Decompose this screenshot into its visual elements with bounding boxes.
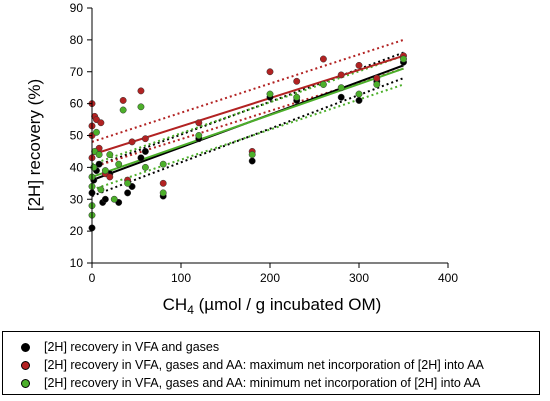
- data-point: [124, 189, 132, 197]
- x-tick-label: 400: [438, 271, 458, 285]
- data-point: [266, 90, 274, 98]
- data-point: [141, 135, 149, 143]
- data-point: [128, 138, 136, 146]
- confidence-band-line: [91, 77, 404, 197]
- data-point: [373, 74, 381, 82]
- regression-lines: [91, 54, 404, 182]
- legend-marker-green: [21, 378, 30, 388]
- data-point: [141, 147, 149, 155]
- x-tick-label: 200: [260, 271, 280, 285]
- data-points: [88, 52, 407, 232]
- data-point: [119, 96, 127, 104]
- data-point: [337, 71, 345, 79]
- chart-svg: 10 20 30 40 50 60 70 80 90 0 100 200 300 400 [2H] rec…: [25, 1, 459, 317]
- y-axis-label: [2H] recovery (%): [25, 79, 44, 211]
- legend-item-min-aa: [2H] recovery in VFA, gases and AA: mini…: [21, 374, 480, 392]
- legend-label-vfa-gases: [2H] recovery in VFA and gases: [44, 340, 220, 354]
- data-point: [195, 119, 203, 127]
- y-tick-label: 70: [70, 65, 84, 79]
- data-point: [248, 157, 256, 165]
- data-point: [141, 163, 149, 171]
- x-axis-label-rest: (µmol / g incubated OM): [194, 295, 381, 314]
- data-point: [137, 103, 145, 111]
- x-axis-label-main: CH: [163, 295, 188, 314]
- x-tick-label: 100: [171, 271, 191, 285]
- y-tick-label: 90: [70, 1, 84, 15]
- data-point: [293, 77, 301, 85]
- data-point: [337, 84, 345, 92]
- y-tick-label: 10: [70, 256, 84, 270]
- legend-item-vfa-gases: [2H] recovery in VFA and gases: [21, 338, 219, 356]
- legend-marker-red: [21, 360, 30, 370]
- y-tick-label: 20: [70, 224, 84, 238]
- data-point: [119, 106, 127, 114]
- x-tick-label: 300: [349, 271, 369, 285]
- data-point: [93, 128, 100, 136]
- data-point: [337, 93, 345, 101]
- data-point: [248, 151, 256, 159]
- data-point: [106, 151, 114, 159]
- data-point: [355, 61, 363, 69]
- data-point: [95, 151, 103, 159]
- legend-label-max-aa: [2H] recovery in VFA, gases and AA: maxi…: [44, 358, 484, 372]
- data-point: [137, 154, 145, 162]
- data-point: [293, 93, 301, 101]
- y-tick-label: 80: [70, 33, 84, 47]
- data-point: [115, 160, 123, 168]
- y-tick-label: 40: [70, 160, 84, 174]
- y-tick-label: 50: [70, 129, 84, 143]
- y-tick-label: 30: [70, 192, 84, 206]
- data-point: [355, 90, 363, 98]
- regression-line: [91, 67, 404, 178]
- data-point: [400, 55, 407, 63]
- data-point: [266, 68, 274, 76]
- axes: 10 20 30 40 50 60 70 80 90 0 100 200 300 400: [70, 1, 459, 285]
- x-tick-label: 0: [89, 271, 96, 285]
- data-point: [373, 81, 381, 88]
- data-point: [110, 195, 118, 203]
- data-point: [95, 160, 103, 168]
- legend-item-max-aa: [2H] recovery in VFA, gases and AA: maxi…: [21, 356, 484, 374]
- data-point: [195, 132, 203, 139]
- data-point: [159, 179, 167, 187]
- data-point: [319, 55, 327, 63]
- data-point: [137, 87, 145, 95]
- legend-marker-black: [21, 342, 30, 352]
- data-point: [355, 96, 363, 104]
- legend-label-min-aa: [2H] recovery in VFA, gases and AA: mini…: [44, 376, 481, 390]
- data-point: [106, 173, 114, 181]
- data-point: [124, 179, 132, 187]
- x-axis-label-subscript: 4: [187, 303, 194, 317]
- data-point: [97, 186, 105, 194]
- data-point: [101, 195, 109, 203]
- data-point: [159, 189, 167, 197]
- x-axis-label: CH4 (µmol / g incubated OM): [163, 295, 382, 317]
- data-point: [101, 167, 109, 175]
- legend: [2H] recovery in VFA and gases [2H] reco…: [2, 331, 540, 395]
- data-point: [319, 81, 327, 88]
- data-point: [97, 119, 105, 127]
- data-point: [159, 160, 167, 168]
- y-tick-label: 60: [70, 97, 84, 111]
